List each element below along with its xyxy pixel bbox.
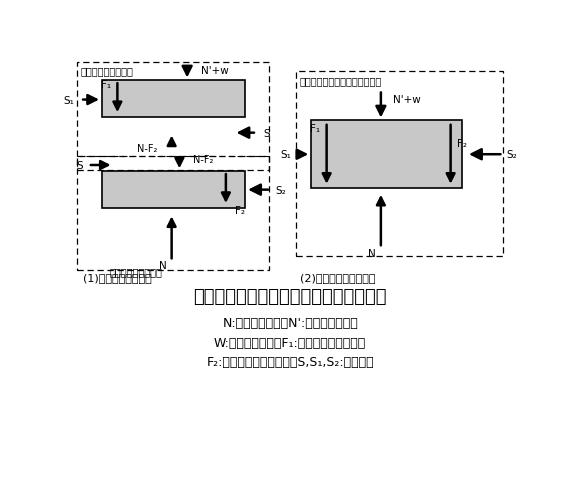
Text: F₁: F₁ (101, 80, 111, 90)
Text: S: S (263, 128, 270, 138)
Text: S₁: S₁ (64, 95, 75, 106)
Bar (295, 72, 503, 257)
Text: W:剪断算の自重，F₁:上剪断算の周面摩擦: W:剪断算の自重，F₁:上剪断算の周面摩擦 (214, 336, 366, 349)
Text: 上下剪断算の一体的なブロック: 上下剪断算の一体的なブロック (299, 76, 382, 86)
Text: N: N (159, 260, 167, 271)
Bar (77, 63, 269, 170)
Text: 上剪断算のブロック: 上剪断算のブロック (81, 66, 134, 76)
Text: S₂: S₂ (276, 185, 286, 195)
Bar (102, 172, 246, 209)
Text: N-F₂: N-F₂ (137, 144, 158, 154)
Text: N:載荷垂直応力，N':反力側垂直応力: N:載荷垂直応力，N':反力側垂直応力 (222, 317, 358, 330)
Bar (77, 156, 269, 270)
Text: (1)分離供試体モデル: (1)分離供試体モデル (83, 272, 151, 282)
Text: F₂: F₂ (457, 139, 467, 149)
Text: S₂: S₂ (506, 150, 517, 160)
Text: N'+w: N'+w (392, 94, 420, 105)
Text: F₂:下剪断算の周面摩擦，S,S₁,S₂:剪断応力: F₂:下剪断算の周面摩擦，S,S₁,S₂:剪断応力 (206, 355, 374, 368)
Bar (311, 121, 462, 189)
Text: N: N (368, 248, 375, 258)
Text: S₁: S₁ (280, 150, 291, 160)
Text: F₁: F₁ (310, 124, 320, 134)
Text: F₂: F₂ (235, 205, 245, 215)
Text: 図－２　二種類の供試体モデルと力関係: 図－２ 二種類の供試体モデルと力関係 (193, 287, 387, 305)
Text: N'+w: N'+w (201, 65, 229, 76)
Bar (102, 81, 246, 118)
Text: S: S (77, 161, 83, 171)
Text: N-F₂: N-F₂ (193, 154, 214, 165)
Text: 下剪断算のブロック: 下剪断算のブロック (109, 267, 163, 277)
Text: (2)非分離供試体モデル: (2)非分離供試体モデル (301, 272, 376, 282)
